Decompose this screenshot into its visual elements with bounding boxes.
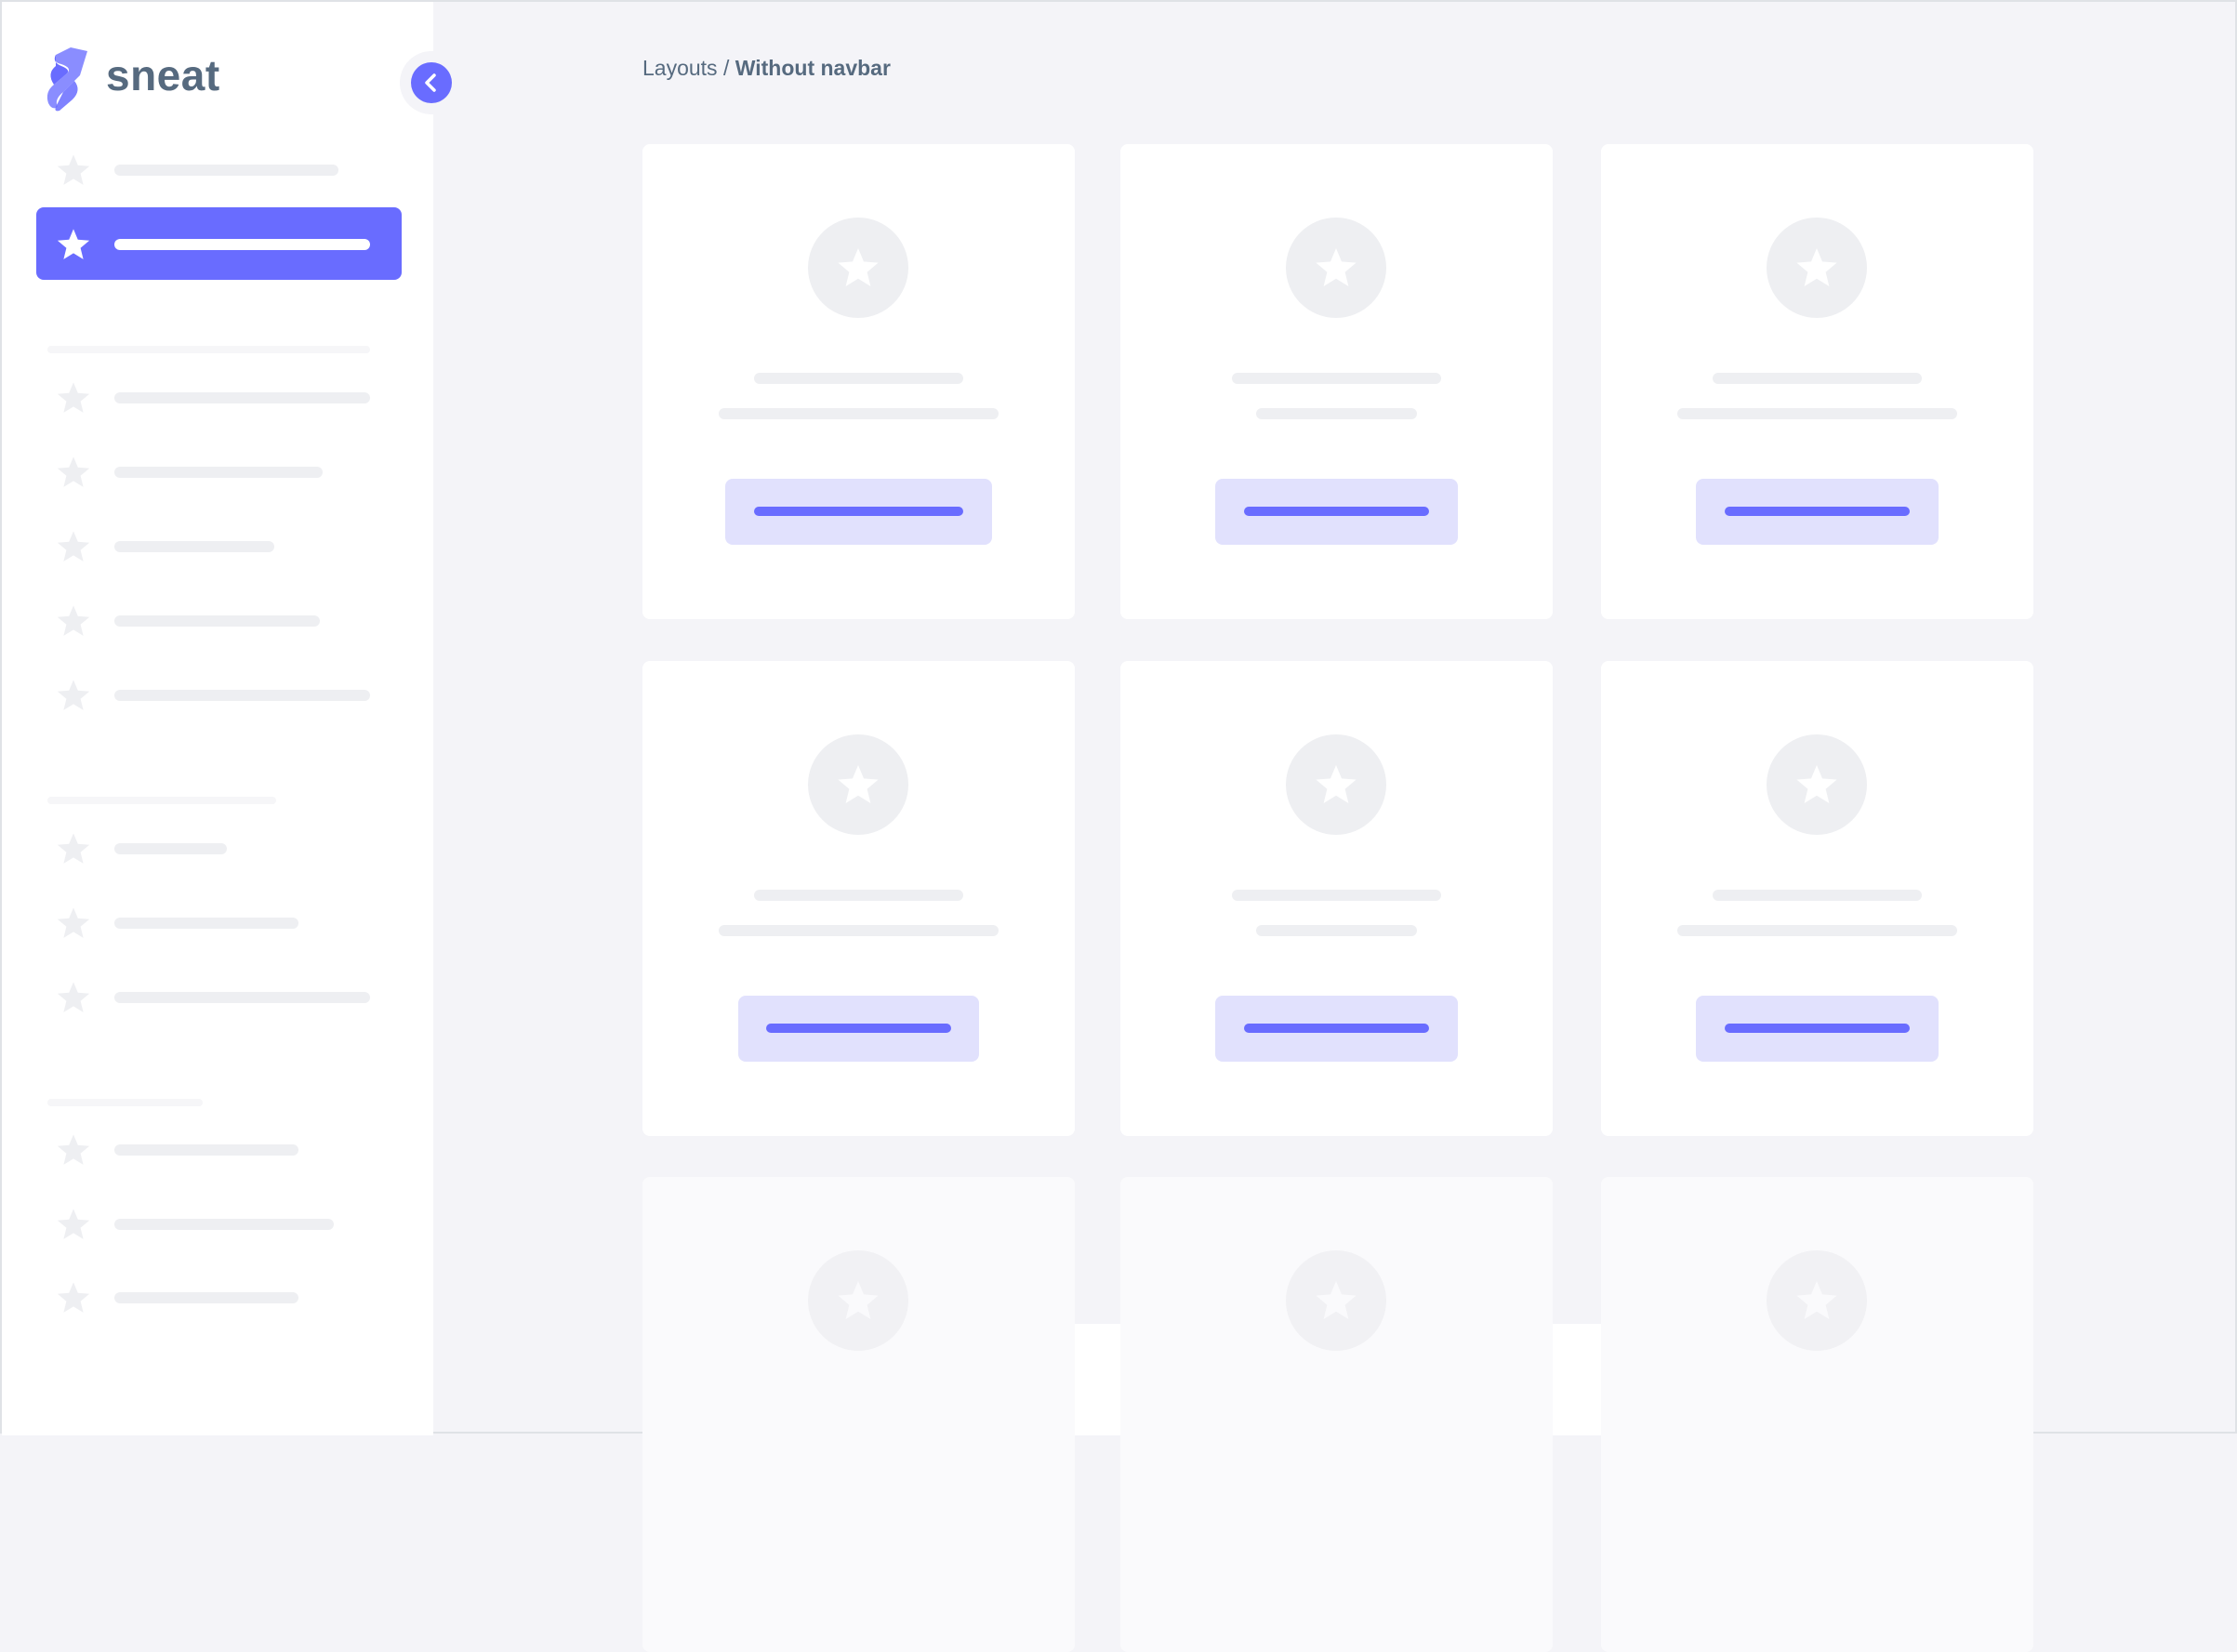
avatar-placeholder <box>1767 734 1867 835</box>
avatar-placeholder <box>1767 218 1867 318</box>
card-button[interactable] <box>1696 479 1939 545</box>
card-title-placeholder <box>1713 890 1922 901</box>
sidebar-item-label[interactable] <box>114 615 320 627</box>
sidebar-toggle-button[interactable] <box>411 62 452 103</box>
sidebar-section-header <box>47 797 276 804</box>
card-button-label <box>1244 507 1429 516</box>
card-button[interactable] <box>1215 996 1458 1062</box>
sidebar-item-label[interactable] <box>114 541 274 552</box>
star-icon <box>56 227 91 262</box>
star-icon <box>56 455 91 490</box>
card <box>642 1177 1075 1652</box>
card-button[interactable] <box>1215 479 1458 545</box>
avatar-placeholder <box>1286 218 1386 318</box>
star-icon <box>836 762 880 807</box>
breadcrumb-separator: / <box>717 56 735 80</box>
card-button-label <box>1244 1024 1429 1033</box>
avatar-placeholder <box>1767 1250 1867 1351</box>
star-icon <box>836 245 880 290</box>
sidebar-item-label[interactable] <box>114 843 227 854</box>
sidebar-section-header <box>47 1099 203 1106</box>
sidebar-section-header <box>47 346 370 353</box>
card <box>1120 661 1553 1136</box>
star-icon <box>1794 245 1839 290</box>
sidebar-item-label[interactable] <box>114 1144 298 1156</box>
brand-name: sneat <box>106 51 220 99</box>
sidebar-item-label[interactable] <box>114 918 298 929</box>
sidebar: sneat <box>2 2 433 1435</box>
sidebar-item-label[interactable] <box>114 1219 334 1230</box>
card-button-label <box>1725 507 1910 516</box>
star-icon <box>56 152 91 188</box>
card-button[interactable] <box>1696 996 1939 1062</box>
sidebar-item-label[interactable] <box>114 392 370 403</box>
star-icon <box>836 1278 880 1323</box>
breadcrumb-current: Without navbar <box>735 56 891 80</box>
star-icon <box>56 1207 91 1242</box>
star-icon <box>1314 1278 1358 1323</box>
sidebar-item-label[interactable] <box>114 992 370 1003</box>
star-icon <box>56 1280 91 1315</box>
star-icon <box>56 905 91 941</box>
sidebar-item-label[interactable] <box>114 1292 298 1303</box>
star-icon <box>1794 762 1839 807</box>
card-title-placeholder <box>1232 373 1441 384</box>
card-button-label <box>754 507 963 516</box>
chevron-left-icon <box>425 73 436 92</box>
star-icon <box>56 529 91 564</box>
star-icon <box>1314 245 1358 290</box>
sidebar-item-label[interactable] <box>114 239 370 250</box>
avatar-placeholder <box>808 1250 908 1351</box>
card-title-placeholder <box>1232 890 1441 901</box>
card <box>1120 1177 1553 1652</box>
sidebar-item-label[interactable] <box>114 165 338 176</box>
breadcrumb-parent[interactable]: Layouts <box>642 56 718 80</box>
card-button[interactable] <box>738 996 979 1062</box>
avatar-placeholder <box>1286 1250 1386 1351</box>
star-icon <box>1794 1278 1839 1323</box>
card-button-label <box>766 1024 951 1033</box>
card <box>1601 661 2033 1136</box>
avatar-placeholder <box>808 218 908 318</box>
star-icon <box>56 831 91 866</box>
card-text-placeholder <box>1256 408 1417 419</box>
card <box>642 661 1075 1136</box>
card <box>1601 1177 2033 1652</box>
card-text-placeholder <box>1677 408 1957 419</box>
card <box>1601 144 2033 619</box>
star-icon <box>1314 762 1358 807</box>
card-text-placeholder <box>719 925 999 936</box>
card-text-placeholder <box>719 408 999 419</box>
card-button[interactable] <box>725 479 992 545</box>
card <box>1120 144 1553 619</box>
breadcrumb: Layouts / Without navbar <box>642 56 891 81</box>
card-title-placeholder <box>754 890 963 901</box>
star-icon <box>56 678 91 713</box>
card-button-label <box>1725 1024 1910 1033</box>
card-text-placeholder <box>1677 925 1957 936</box>
avatar-placeholder <box>808 734 908 835</box>
sidebar-item-label[interactable] <box>114 467 323 478</box>
card-text-placeholder <box>1256 925 1417 936</box>
card-title-placeholder <box>1713 373 1922 384</box>
avatar-placeholder <box>1286 734 1386 835</box>
star-icon <box>56 980 91 1015</box>
sidebar-item-label[interactable] <box>114 690 370 701</box>
card <box>642 144 1075 619</box>
star-icon <box>56 603 91 639</box>
star-icon <box>56 1132 91 1168</box>
star-icon <box>56 380 91 416</box>
sneat-logo-icon <box>46 47 87 112</box>
card-title-placeholder <box>754 373 963 384</box>
